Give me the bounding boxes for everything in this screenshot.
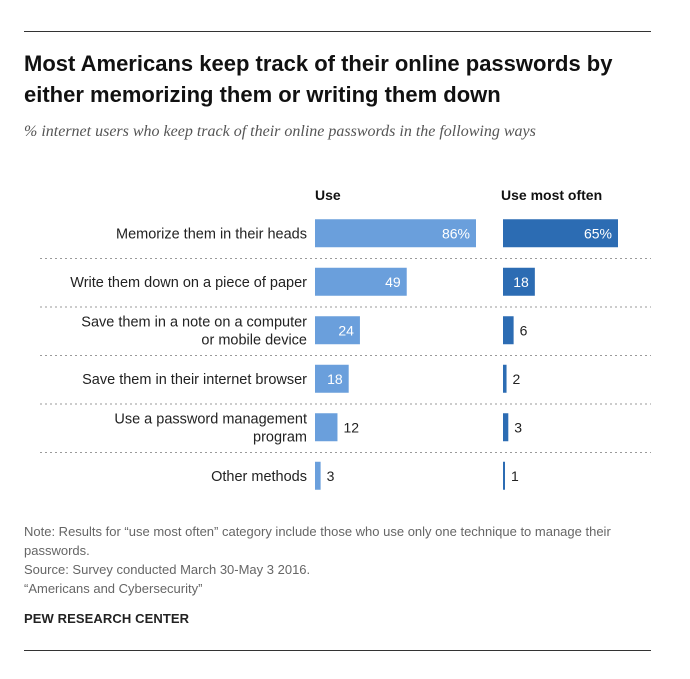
bar-use — [315, 316, 360, 345]
data-label-use: 86% — [442, 225, 470, 241]
bar-use-most-often — [503, 364, 507, 393]
category-label: program — [253, 429, 307, 445]
category-label: or mobile device — [201, 332, 307, 348]
data-label-use: 49 — [385, 274, 401, 290]
data-label-use-most-often: 6 — [520, 322, 528, 338]
series-header-use-most-often: Use most often — [501, 187, 602, 203]
data-label-use-most-often: 18 — [513, 274, 529, 290]
bar-use-most-often — [503, 316, 514, 345]
bar-use-most-often — [503, 219, 618, 248]
data-label-use-most-often: 1 — [511, 468, 519, 484]
bar-use — [315, 267, 407, 296]
report-title: “Americans and Cybersecurity” — [24, 581, 203, 596]
bottom-rule — [24, 650, 651, 651]
data-label-use-most-often: 65% — [584, 225, 612, 241]
category-label: Memorize them in their heads — [116, 226, 307, 242]
category-label: Other methods — [211, 469, 307, 485]
bar-chart: Use Use most often Memorize them in their … — [40, 187, 651, 490]
bar-use — [315, 364, 349, 393]
data-label-use: 18 — [327, 371, 343, 387]
series-header-use: Use — [315, 187, 341, 203]
bar-use — [315, 413, 338, 442]
top-rule — [24, 31, 651, 32]
data-label-use: 3 — [327, 468, 335, 484]
data-label-use-most-often: 2 — [513, 371, 521, 387]
bar-use-most-often — [503, 413, 509, 442]
data-label-use: 24 — [338, 322, 354, 338]
notes: Note: Results for “use most often” categ… — [24, 522, 644, 598]
source-text: Source: Survey conducted March 30-May 3 … — [24, 562, 311, 577]
category-label: Save them in a note on a computer — [81, 314, 307, 330]
note-text: Note: Results for “use most often” categ… — [24, 524, 611, 558]
bar-use — [315, 219, 476, 248]
category-label: Use a password management — [114, 411, 307, 427]
chart-title: Most Americans keep track of their onlin… — [24, 51, 613, 107]
bar-use — [315, 461, 321, 490]
data-label-use-most-often: 3 — [514, 419, 522, 435]
category-label: Write them down on a piece of paper — [70, 275, 307, 291]
source-organization: PEW RESEARCH CENTER — [24, 611, 190, 626]
data-label-use: 12 — [343, 419, 359, 435]
category-label: Save them in their internet browser — [82, 372, 307, 388]
chart-subtitle: % internet users who keep track of their… — [24, 123, 536, 140]
bar-use-most-often — [503, 267, 535, 296]
bar-use-most-often — [503, 461, 505, 490]
